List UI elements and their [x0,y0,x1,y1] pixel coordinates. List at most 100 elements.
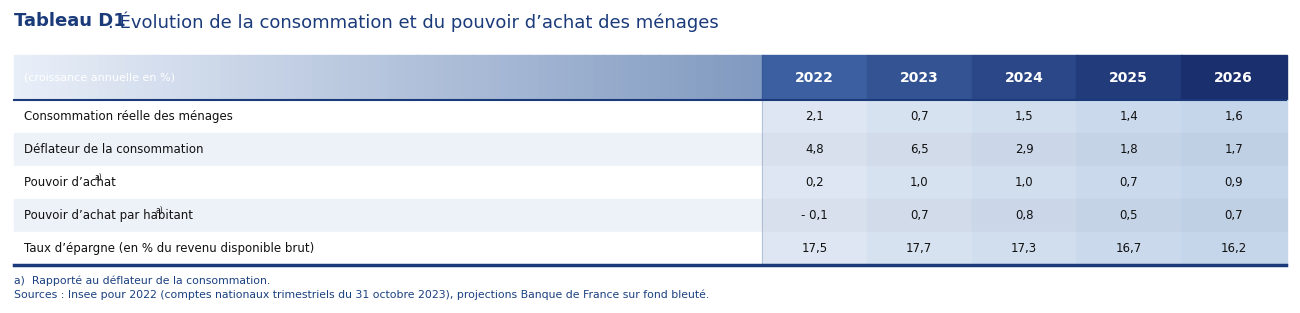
Text: Taux d’épargne (en % du revenu disponible brut): Taux d’épargne (en % du revenu disponibl… [23,242,315,255]
Bar [575,55,585,100]
Bar [1182,166,1287,199]
Text: 1,0: 1,0 [1015,176,1034,189]
Bar [724,55,734,100]
Bar [425,55,436,100]
Bar [1076,232,1182,265]
Bar [867,232,972,265]
Bar [295,55,304,100]
Bar [744,55,753,100]
Bar [1182,100,1287,133]
Bar [322,55,333,100]
Text: - 0,1: - 0,1 [801,209,828,222]
Text: 0,7: 0,7 [910,209,928,222]
Bar [1182,232,1287,265]
Bar [510,55,520,100]
Bar [867,100,972,133]
Bar [867,199,972,232]
Bar [594,55,603,100]
Bar [42,55,52,100]
Text: 17,5: 17,5 [801,242,828,255]
Bar [276,55,286,100]
Bar [144,55,155,100]
Bar [61,55,70,100]
Bar [867,166,972,199]
Bar [70,55,79,100]
Text: a)  Rapporté au déflateur de la consommation.: a) Rapporté au déflateur de la consommat… [14,275,270,285]
Bar [762,100,867,133]
Bar [867,133,972,166]
Bar [528,55,538,100]
Bar [14,166,762,199]
Text: Tableau D1: Tableau D1 [14,12,126,30]
Bar [762,55,867,100]
Bar [612,55,623,100]
Bar [762,232,867,265]
Bar [762,166,867,199]
Bar [603,55,612,100]
Bar [434,55,445,100]
Bar [14,199,762,232]
Bar [734,55,744,100]
Bar [14,133,762,166]
Bar [126,55,136,100]
Bar [88,55,99,100]
Text: 2,1: 2,1 [805,110,824,123]
Bar [304,55,313,100]
Bar [313,55,322,100]
Bar [867,55,972,100]
Bar [285,55,295,100]
Bar [688,55,697,100]
Bar [650,55,659,100]
Text: 1,5: 1,5 [1015,110,1034,123]
Text: 1,6: 1,6 [1225,110,1243,123]
Bar [706,55,716,100]
Bar [341,55,351,100]
Bar [971,232,1076,265]
Text: 4,8: 4,8 [805,143,824,156]
Bar [266,55,277,100]
Bar [1182,55,1287,100]
Text: : Évolution de la consommation et du pouvoir d’achat des ménages: : Évolution de la consommation et du pou… [101,12,719,33]
Text: 0,9: 0,9 [1225,176,1243,189]
Text: 1,8: 1,8 [1119,143,1138,156]
Bar [762,133,867,166]
Bar [378,55,389,100]
Bar [164,55,173,100]
Bar [971,100,1076,133]
Bar [715,55,725,100]
Text: 2,9: 2,9 [1014,143,1034,156]
Bar [519,55,529,100]
Bar [463,55,473,100]
Text: 0,8: 0,8 [1015,209,1034,222]
Bar [155,55,164,100]
Bar [971,166,1076,199]
Bar [641,55,650,100]
Bar [1076,166,1182,199]
Text: 2024: 2024 [1005,70,1044,85]
Text: 16,7: 16,7 [1115,242,1141,255]
Bar [135,55,146,100]
Bar [191,55,202,100]
Text: 0,7: 0,7 [1119,176,1138,189]
Text: Pouvoir d’achat: Pouvoir d’achat [23,176,116,189]
Bar [971,55,1076,100]
Bar [360,55,369,100]
Text: 2025: 2025 [1109,70,1148,85]
Text: 0,7: 0,7 [910,110,928,123]
Bar [538,55,547,100]
Bar [351,55,360,100]
Text: 2022: 2022 [796,70,833,85]
Bar [630,55,641,100]
Text: Pouvoir d’achat par habitant: Pouvoir d’achat par habitant [23,209,192,222]
Bar [220,55,230,100]
Bar [182,55,192,100]
Bar [23,55,34,100]
Bar [202,55,211,100]
Text: 0,5: 0,5 [1119,209,1138,222]
Bar [445,55,454,100]
Bar [500,55,510,100]
Text: 2023: 2023 [900,70,939,85]
Bar [472,55,482,100]
Text: Sources : Insee pour 2022 (comptes nationaux trimestriels du 31 octobre 2023), p: Sources : Insee pour 2022 (comptes natio… [14,289,710,300]
Bar [971,133,1076,166]
